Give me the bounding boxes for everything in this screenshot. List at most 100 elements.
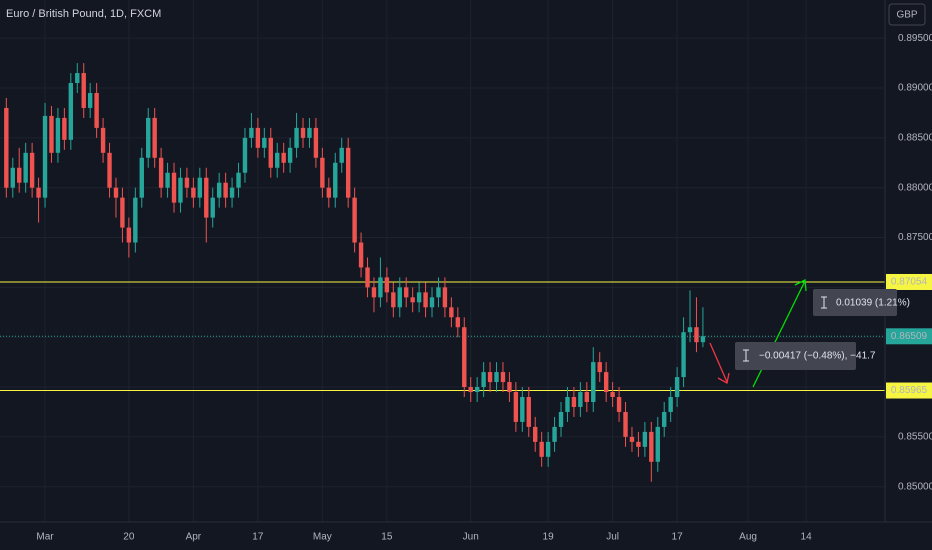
currency-button[interactable] [888, 3, 926, 26]
last-price-label: 0.86509 [891, 331, 928, 342]
candle-body [152, 117, 157, 158]
candle-body [320, 157, 325, 188]
candle-body [436, 287, 441, 298]
candle-body [616, 397, 622, 412]
candle-body [36, 187, 41, 198]
measure-box [813, 289, 897, 316]
candle-body [455, 317, 461, 328]
candle-body [81, 73, 86, 108]
candle-body [655, 426, 660, 462]
candle-body [578, 392, 583, 407]
candle-body [378, 277, 383, 298]
candle-body [365, 267, 370, 288]
measure-icon [821, 296, 827, 309]
candle-body [29, 152, 35, 188]
candle-body [178, 177, 183, 203]
candle-body [223, 182, 228, 198]
candle-body [610, 392, 615, 398]
measure-label: 0.01039 (1.21%) [836, 298, 910, 309]
candle-body [87, 92, 93, 108]
candle-body [687, 327, 693, 333]
candle-body [339, 147, 344, 163]
candle-body [139, 157, 144, 198]
candle-body [371, 287, 377, 298]
candle-body [468, 387, 473, 393]
chart-title: Euro / British Pound, 1D, FXCM [6, 8, 161, 20]
candle-body [197, 177, 203, 198]
candle-body [268, 137, 273, 168]
candle-body [526, 397, 531, 427]
candle-body [449, 307, 454, 318]
candle-body [352, 197, 357, 243]
candle-body [481, 372, 486, 388]
candle-body [623, 411, 628, 437]
candle-body [249, 127, 254, 138]
candle-body [384, 277, 390, 293]
measure-label: −0.00417 (−0.48%), −41.7 [759, 351, 876, 362]
measure-icon [743, 349, 749, 362]
candle-body [10, 167, 15, 188]
candle-body [146, 117, 151, 158]
y-tick-label: 0.85500 [898, 432, 932, 443]
last-price-box [886, 328, 932, 345]
x-tick-label: Jul [606, 532, 619, 543]
candle-body [513, 392, 519, 422]
candle-body [68, 83, 74, 140]
down-arrow-head [717, 372, 730, 385]
x-tick-label: 19 [543, 532, 555, 543]
y-tick-label: 0.85000 [898, 481, 932, 492]
x-tick-label: 15 [381, 532, 393, 543]
candle-body [345, 147, 351, 198]
candle-body [584, 392, 590, 402]
y-tick-label: 0.87500 [898, 232, 932, 243]
candle-body [4, 107, 9, 188]
y-tick-label: 0.89000 [898, 83, 932, 94]
candle-body [171, 172, 177, 203]
candle-body [191, 187, 196, 198]
x-tick-label: 14 [801, 532, 813, 543]
candle-body [300, 127, 306, 138]
x-tick-label: Mar [36, 532, 54, 543]
x-tick-label: Aug [739, 532, 757, 543]
level-label-box [886, 382, 932, 399]
candle-body [397, 287, 402, 308]
candle-body [474, 387, 480, 393]
candle-body [552, 426, 557, 442]
candle-body [520, 397, 525, 422]
candle-body [107, 152, 112, 188]
candle-body [462, 327, 467, 388]
x-tick-label: 17 [252, 532, 264, 543]
candles [4, 63, 706, 482]
candle-body [229, 187, 235, 198]
candle-body [100, 127, 106, 153]
candle-body [649, 431, 654, 462]
candle-body [668, 397, 673, 412]
candle-body [133, 197, 138, 243]
candle-body [642, 431, 648, 447]
candle-body [597, 362, 602, 373]
candle-body [94, 92, 99, 128]
candle-body [404, 287, 409, 298]
up-arrow-head [794, 278, 807, 292]
candle-body [591, 362, 596, 402]
candle-body [539, 441, 544, 457]
candle-body [255, 127, 261, 148]
candle-body [423, 292, 428, 308]
candle-body [242, 137, 248, 173]
x-tick-label: 20 [123, 532, 135, 543]
candle-body [442, 287, 448, 308]
candle-body [416, 292, 422, 303]
candle-body [636, 441, 641, 447]
candle-body [565, 397, 570, 412]
measure-box [735, 342, 856, 370]
level-label: 0.85965 [891, 385, 928, 396]
grid [0, 0, 885, 522]
candle-body [571, 397, 577, 407]
candle-body [494, 372, 499, 383]
candle-body [358, 242, 364, 268]
candle-body [533, 426, 538, 442]
currency-label[interactable]: GBP [896, 10, 917, 21]
candle-body [23, 152, 28, 183]
